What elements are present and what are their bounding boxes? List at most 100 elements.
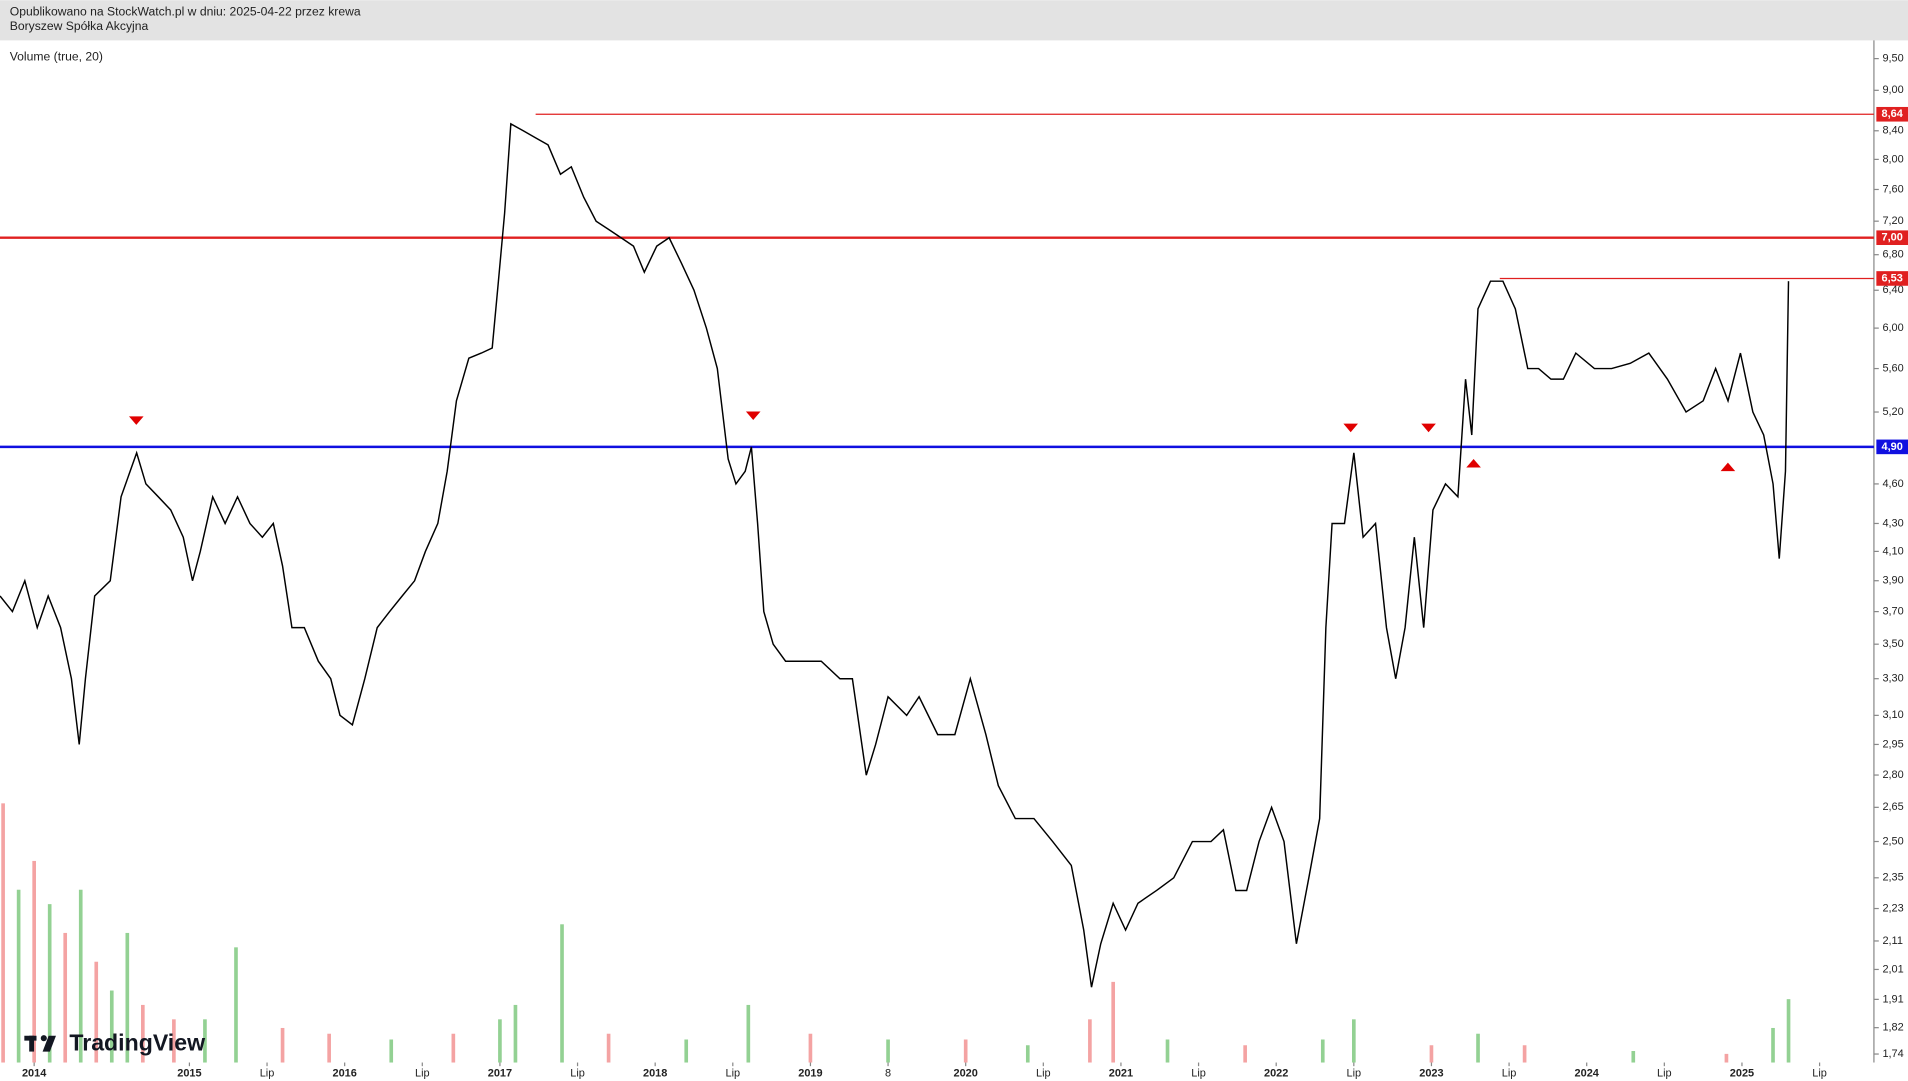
volume-bar xyxy=(886,1039,890,1063)
volume-bar xyxy=(746,1004,751,1063)
volume-bar xyxy=(1724,1053,1729,1063)
volume-bar xyxy=(47,904,52,1063)
y-tick-label: 5,60 xyxy=(1882,362,1903,374)
x-tick-label: 2020 xyxy=(954,1067,978,1079)
volume-bar xyxy=(125,932,130,1063)
y-tick-label: 2,80 xyxy=(1882,769,1903,781)
level-label: 4,90 xyxy=(1882,441,1903,453)
logo-icon xyxy=(29,1035,35,1052)
volume-bar xyxy=(1476,1033,1480,1063)
down-marker xyxy=(1421,423,1436,433)
x-tick-label: 2021 xyxy=(1109,1067,1133,1079)
volume-bar xyxy=(1771,1027,1775,1063)
volume-bar xyxy=(389,1039,394,1063)
x-tick-label: Lip xyxy=(415,1067,430,1079)
y-tick-label: 5,20 xyxy=(1882,406,1903,418)
volume-bar xyxy=(684,1039,689,1063)
volume-bar xyxy=(16,889,21,1063)
x-tick-label: 2022 xyxy=(1264,1067,1288,1079)
volume-bar xyxy=(63,932,68,1063)
down-marker xyxy=(128,416,144,425)
volume-bar xyxy=(963,1039,968,1063)
y-tick-label: 2,11 xyxy=(1882,935,1902,947)
volume-bar xyxy=(1025,1045,1030,1063)
level-label: 8,64 xyxy=(1882,108,1904,120)
volume-bar xyxy=(234,947,238,1063)
volume-bar xyxy=(1320,1039,1325,1063)
logo-icon xyxy=(42,1035,56,1052)
volume-bar xyxy=(1,803,5,1063)
volume-bar xyxy=(172,1019,176,1063)
y-tick-label: 3,10 xyxy=(1882,709,1903,721)
volume-bar xyxy=(560,924,564,1063)
volume-bar xyxy=(1243,1045,1247,1063)
volume-bar xyxy=(1631,1051,1636,1063)
volume-bar xyxy=(451,1033,456,1063)
volume-bar xyxy=(1522,1045,1527,1063)
header-line: Opublikowano na StockWatch.pl w dniu: 20… xyxy=(10,5,361,19)
x-tick-label: Lip xyxy=(1812,1067,1827,1079)
y-tick-label: 2,01 xyxy=(1882,963,1903,975)
y-tick-label: 2,65 xyxy=(1882,801,1903,813)
header-bar xyxy=(0,0,1908,41)
volume-bar xyxy=(606,1033,611,1063)
y-tick-label: 7,20 xyxy=(1882,215,1903,227)
y-tick-label: 9,50 xyxy=(1882,53,1903,65)
level-label-box xyxy=(1876,230,1908,246)
up-marker xyxy=(1720,462,1736,472)
y-tick-label: 8,40 xyxy=(1882,125,1903,137)
volume-bar xyxy=(327,1033,331,1063)
volume-bar xyxy=(1351,1019,1356,1063)
volume-bar xyxy=(94,961,99,1063)
y-tick-label: 9,00 xyxy=(1882,84,1903,96)
volume-bar xyxy=(32,860,36,1063)
x-tick-label: 2017 xyxy=(488,1067,512,1079)
down-marker xyxy=(1343,423,1358,433)
logo-icon xyxy=(40,1035,47,1042)
y-tick-label: 2,35 xyxy=(1882,872,1903,884)
y-tick-label: 1,91 xyxy=(1882,993,1903,1005)
indicator-label: Volume (true, 20) xyxy=(10,50,103,64)
volume-bar xyxy=(109,990,114,1063)
x-tick-label: 2014 xyxy=(22,1067,47,1079)
up-marker xyxy=(1466,458,1481,468)
logo-text: TradingView xyxy=(69,1029,206,1055)
level-label-box xyxy=(1876,271,1908,286)
y-tick-label: 6,80 xyxy=(1882,249,1903,261)
volume-bar xyxy=(141,1004,145,1063)
x-tick-label: Lip xyxy=(1191,1067,1206,1079)
y-tick-label: 8,00 xyxy=(1882,153,1903,165)
volume-bar xyxy=(513,1004,518,1063)
y-tick-label: 4,10 xyxy=(1882,545,1903,557)
volume-bar xyxy=(1111,981,1116,1063)
y-tick-label: 3,30 xyxy=(1882,673,1903,685)
y-tick-label: 4,30 xyxy=(1882,517,1903,529)
y-tick-label: 2,50 xyxy=(1882,835,1903,847)
x-tick-label: Lip xyxy=(1657,1067,1672,1079)
x-tick-label: Lip xyxy=(725,1067,740,1079)
volume-bar xyxy=(1786,999,1791,1063)
x-tick-label: 2024 xyxy=(1575,1067,1600,1079)
volume-bar xyxy=(1088,1019,1092,1063)
x-tick-label: 2023 xyxy=(1419,1067,1443,1079)
x-tick-label: Lip xyxy=(1036,1067,1051,1079)
header-line: Boryszew Spółka Akcyjna xyxy=(10,19,149,33)
x-tick-label: 2019 xyxy=(798,1067,822,1079)
x-tick-label: 2016 xyxy=(332,1067,356,1079)
markers xyxy=(128,411,1736,472)
y-tick-label: 2,95 xyxy=(1882,738,1903,750)
volume-bar xyxy=(498,1019,502,1063)
y-tick-label: 7,60 xyxy=(1882,183,1903,195)
y-tick-label: 3,70 xyxy=(1882,605,1903,617)
x-tick-label: 2018 xyxy=(643,1067,667,1079)
price-line xyxy=(0,122,1790,988)
y-tick-label: 2,23 xyxy=(1882,902,1903,914)
volume-bar xyxy=(78,889,83,1063)
volume-bar xyxy=(808,1033,813,1063)
volume-bar xyxy=(280,1027,285,1063)
level-label-box xyxy=(1876,106,1908,122)
x-tick-label: 8 xyxy=(885,1067,891,1079)
level-label: 6,53 xyxy=(1882,272,1903,284)
